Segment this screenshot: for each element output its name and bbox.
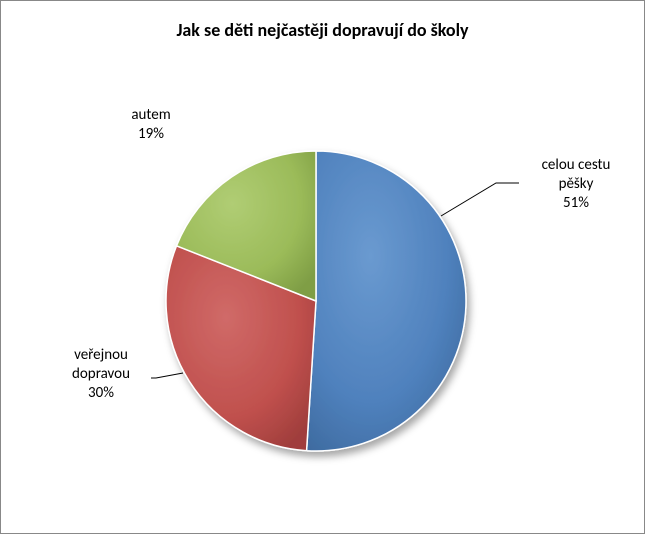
pie-svg (1, 1, 645, 534)
label-car: autem 19% (106, 106, 196, 144)
pie-chart (1, 1, 645, 534)
label-walk: celou cestu pěšky 51% (521, 156, 631, 212)
chart-frame: Jak se děti nejčastěji dopravují do škol… (0, 0, 645, 534)
label-public: veřejnou dopravou 30% (46, 346, 156, 402)
slice-walk (307, 151, 466, 451)
